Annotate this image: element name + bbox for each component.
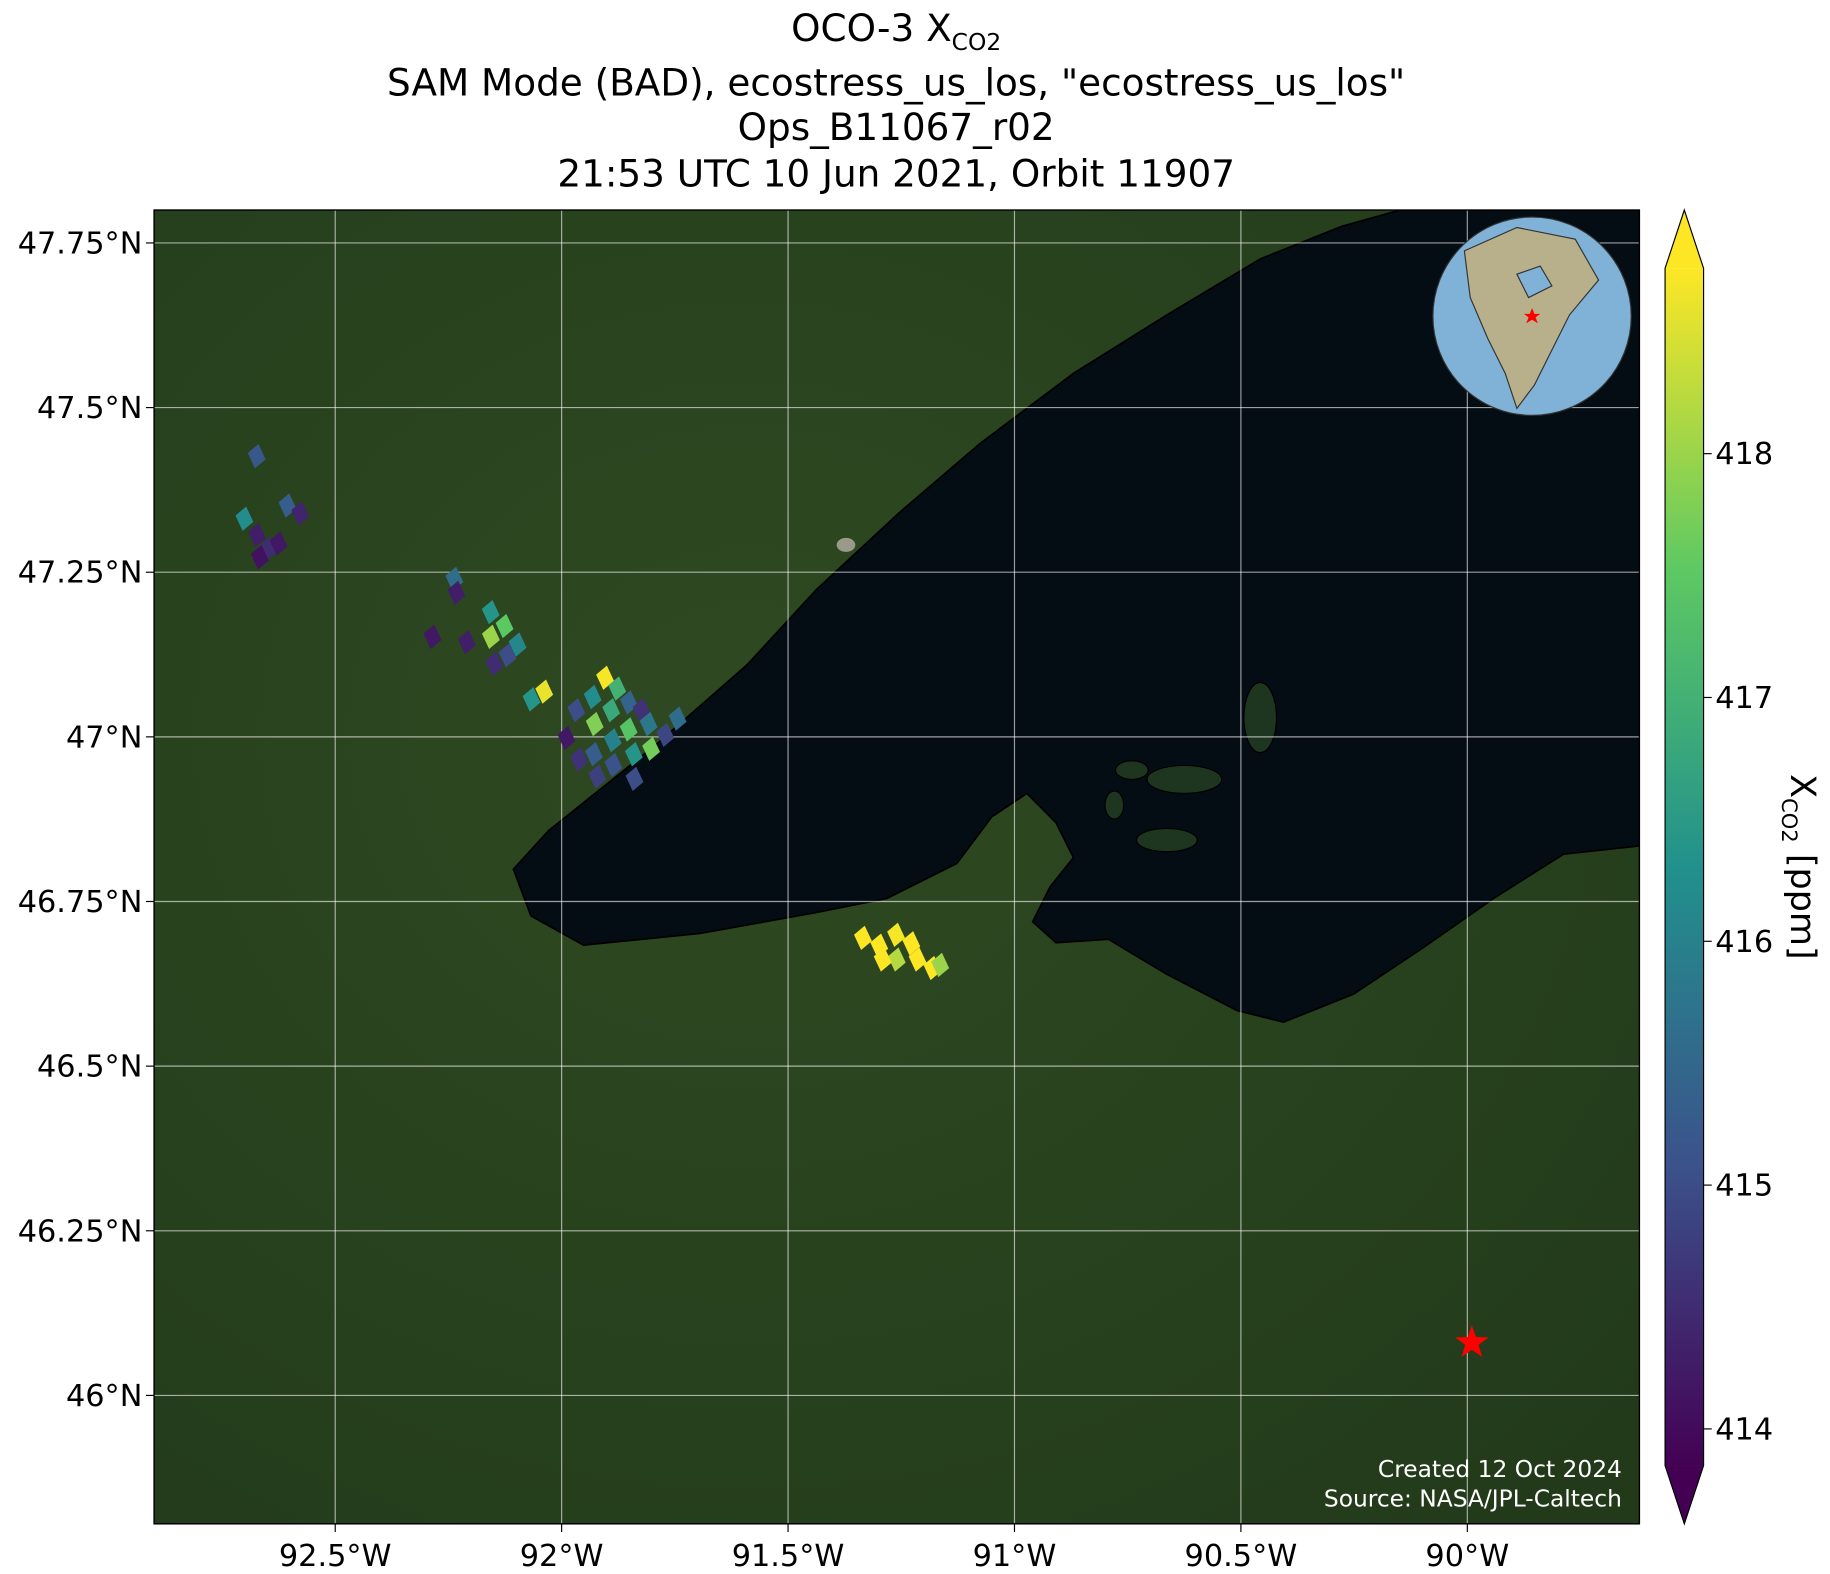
y-tick-label: 47.75°N: [18, 226, 143, 261]
y-tick-label: 46.25°N: [18, 1214, 143, 1249]
sounding: [423, 624, 442, 649]
sounding: [604, 752, 623, 778]
annotation: Source: NASA/JPL-Caltech: [1324, 1484, 1622, 1512]
sounding: [235, 506, 254, 531]
sounding: [291, 501, 310, 526]
sounding: [608, 676, 627, 701]
x-tick-label: 90.5°W: [1185, 1539, 1298, 1574]
sounding: [557, 725, 576, 751]
x-tick-label: 91°W: [973, 1539, 1057, 1574]
colorbar-label-text: [ppm]: [1782, 843, 1822, 960]
sounding: [583, 684, 602, 710]
colorbar-tick-label: 418: [1715, 437, 1773, 472]
sounding: [498, 643, 517, 668]
colorbar-tick-label: 416: [1715, 925, 1773, 960]
y-tick-label: 47.25°N: [18, 556, 143, 591]
y-tick-label: 46.75°N: [18, 885, 143, 920]
sounding: [481, 599, 500, 625]
title-text: Ops_B11067_r02: [738, 105, 1055, 149]
sounding: [639, 711, 658, 737]
sounding: [931, 952, 950, 978]
sounding: [535, 679, 554, 704]
title-text: SAM Mode (BAD), ecostress_us_los, "ecost…: [387, 61, 1405, 105]
y-tick-label: 46.5°N: [37, 1050, 142, 1085]
sounding: [602, 697, 621, 723]
x-tick-label: 92°W: [520, 1539, 604, 1574]
title-line: SAM Mode (BAD), ecostress_us_los, "ecost…: [387, 61, 1405, 105]
colorbar-tick-label: 414: [1715, 1412, 1773, 1447]
x-tick-label: 92.5°W: [279, 1539, 392, 1574]
title-text: 21:53 UTC 10 Jun 2021, Orbit 11907: [557, 152, 1235, 196]
sounding: [619, 717, 638, 742]
sounding: [522, 687, 541, 712]
sounding: [570, 747, 588, 772]
sounding: [269, 531, 288, 556]
sounding: [485, 651, 504, 676]
sounding: [656, 722, 675, 748]
sounding: [250, 545, 269, 570]
sounding: [624, 741, 643, 767]
sounding: [625, 766, 644, 792]
title-line: OCO-3 XCO2: [791, 6, 1001, 56]
sounding: [248, 522, 266, 548]
map-frame: [153, 209, 1641, 1525]
sounding: [596, 665, 615, 690]
sounding: [902, 931, 921, 956]
colorbar-label-text: X: [1782, 774, 1822, 798]
sounding: [588, 764, 607, 789]
sounding: [668, 706, 687, 731]
sounding: [642, 736, 660, 761]
target-marker: [1455, 1325, 1489, 1357]
annotation: Created 12 Oct 2024: [1378, 1455, 1622, 1483]
sounding: [508, 632, 527, 657]
sounding: [447, 580, 466, 605]
sounding: [247, 444, 266, 469]
sounding: [603, 728, 622, 753]
colorbar-tick-label: 415: [1715, 1169, 1773, 1204]
colorbar-label-subscript: CO2: [1777, 798, 1801, 843]
y-tick-label: 46°N: [66, 1379, 142, 1414]
sounding: [585, 711, 604, 737]
x-tick-label: 91.5°W: [732, 1539, 845, 1574]
title-line: Ops_B11067_r02: [738, 105, 1055, 149]
y-tick-label: 47°N: [66, 720, 142, 755]
sounding: [481, 624, 500, 649]
sounding: [873, 947, 892, 972]
title-text: OCO-3 X: [791, 6, 952, 50]
sounding: [585, 741, 603, 767]
colorbar-tick-label: 417: [1715, 681, 1773, 716]
sounding: [457, 630, 476, 655]
colorbar-label: XCO2 [ppm]: [1777, 774, 1822, 960]
y-tick-label: 47.5°N: [37, 391, 142, 426]
title-subscript: CO2: [952, 28, 1002, 56]
x-tick-label: 90°W: [1425, 1539, 1509, 1574]
globe-inset: [1432, 216, 1632, 416]
sounding: [887, 922, 906, 947]
sounding: [495, 613, 514, 639]
title-line: 21:53 UTC 10 Jun 2021, Orbit 11907: [557, 152, 1235, 196]
sounding: [887, 947, 906, 972]
sounding: [908, 947, 927, 972]
colorbar: 414 415 416 417 418 XCO2 [ppm]: [1664, 208, 1822, 1526]
sounding: [567, 697, 586, 723]
map-background: [154, 210, 1640, 1524]
sounding: [853, 925, 872, 951]
